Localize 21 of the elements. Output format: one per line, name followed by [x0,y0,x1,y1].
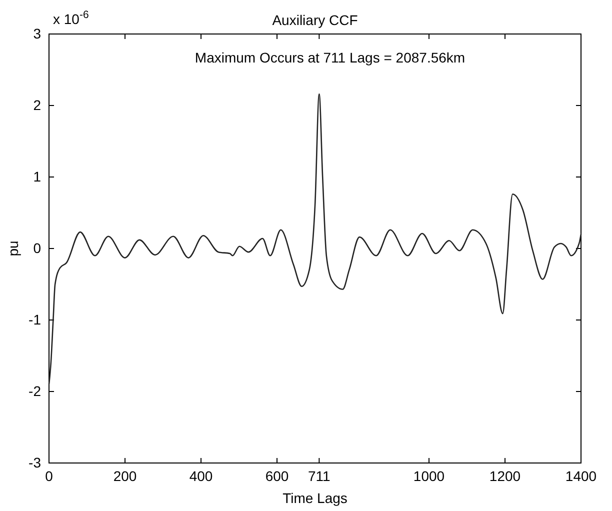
y-tick-label: 0 [33,240,42,256]
y-tick-label: 2 [33,96,42,113]
y-tick-label: 1 [33,168,42,184]
x-tick-label: 1400 [565,468,597,484]
x-tick-label: 711 [308,468,331,484]
y-tick-label: -2 [28,382,42,399]
y-tick-label: 3 [33,25,42,42]
x-axis-title: Time Lags [282,490,348,506]
y-tick-label: -1 [28,311,42,328]
chart-title: Auxiliary CCF [272,12,358,28]
x-tick-label: 1000 [413,468,445,484]
x-tick-label: 400 [189,468,213,484]
x-tick-label: 600 [265,468,289,484]
x-tick-label: 1200 [489,468,521,484]
y-tick-label: -3 [28,454,42,470]
annotation: Maximum Occurs at 711 Lags = 2087.56km [194,50,466,66]
y-axis-title: pu [5,240,21,256]
x-tick-label: 200 [113,468,137,484]
x-tick-label: 0 [45,468,54,484]
line-series [48,93,582,385]
text: x 10$^{-6}$ [53,9,89,27]
